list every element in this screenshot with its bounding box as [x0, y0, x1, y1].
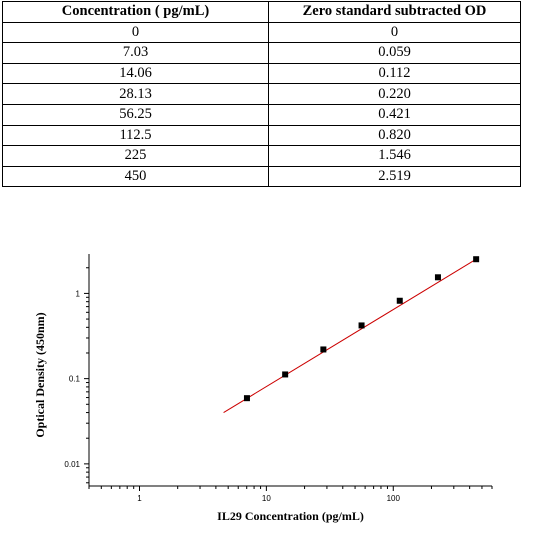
- cell-od: 0: [268, 21, 521, 44]
- cell-concentration: 450: [2, 165, 269, 188]
- data-points: [243, 256, 480, 402]
- table-row: 225 1.546: [2, 145, 521, 167]
- cell-od: 2.519: [268, 165, 521, 188]
- data-point: [473, 256, 480, 263]
- header-concentration: Concentration ( pg/mL): [2, 1, 269, 23]
- x-tick-label: 100: [387, 494, 401, 503]
- data-point: [243, 395, 250, 402]
- table-row: 14.06 0.112: [2, 62, 521, 85]
- table-row: 112.5 0.820: [2, 124, 521, 147]
- fit-line: [223, 258, 477, 413]
- cell-concentration: 0: [2, 21, 269, 44]
- table-header-row: Concentration ( pg/mL) Zero standard sub…: [2, 1, 521, 23]
- cell-concentration: 225: [2, 145, 269, 167]
- table-row: 28.13 0.220: [2, 83, 521, 105]
- x-tick-label: 10: [262, 494, 271, 503]
- cell-od: 0.421: [268, 103, 521, 126]
- x-axis-title: IL29 Concentration (pg/mL): [217, 509, 364, 523]
- cell-od: 0.220: [268, 83, 521, 105]
- cell-concentration: 14.06: [2, 62, 269, 85]
- y-tick-label: 0.1: [69, 375, 81, 384]
- data-point: [358, 322, 365, 329]
- data-point: [396, 297, 403, 304]
- tick-marks: 1 10 100 0.01 0.1 1: [64, 267, 493, 503]
- data-point: [320, 346, 327, 353]
- cell-concentration: 56.25: [2, 103, 269, 126]
- data-point: [434, 274, 441, 281]
- table-row: 450 2.519: [2, 165, 521, 188]
- y-tick-label: 0.01: [64, 460, 80, 469]
- cell-od: 1.546: [268, 145, 521, 167]
- y-axis-title: Optical Density (450nm): [33, 312, 47, 437]
- header-od: Zero standard subtracted OD: [268, 1, 521, 23]
- cell-concentration: 112.5: [2, 124, 269, 147]
- cell-concentration: 7.03: [2, 42, 269, 64]
- table-row: 56.25 0.421: [2, 103, 521, 126]
- cell-od: 0.112: [268, 62, 521, 85]
- standard-curve-table: Concentration ( pg/mL) Zero standard sub…: [2, 1, 521, 188]
- cell-od: 0.059: [268, 42, 521, 64]
- axes: [88, 254, 492, 487]
- x-tick-label: 1: [137, 494, 142, 503]
- table-row: 7.03 0.059: [2, 42, 521, 64]
- cell-concentration: 28.13: [2, 83, 269, 105]
- cell-od: 0.820: [268, 124, 521, 147]
- standard-curve-chart: 1 10 100 0.01 0.1 1 IL29 Concentration (pg/mL…: [33, 254, 493, 523]
- y-tick-label: 1: [76, 289, 81, 298]
- data-point: [282, 371, 289, 378]
